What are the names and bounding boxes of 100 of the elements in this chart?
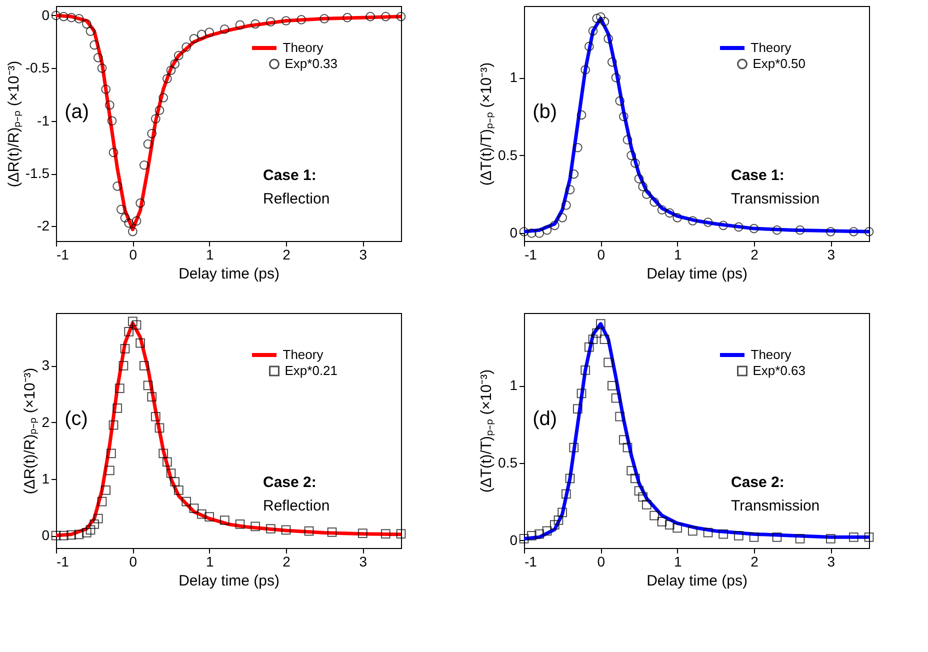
point [622, 442, 632, 452]
point [561, 489, 571, 499]
point [626, 466, 636, 476]
point [642, 190, 652, 199]
x-tick-label: 1 [674, 246, 682, 262]
point [304, 526, 314, 536]
point [630, 474, 640, 484]
point [519, 226, 529, 236]
point [124, 218, 134, 228]
point [97, 496, 107, 506]
point [93, 52, 103, 62]
point [366, 12, 376, 22]
y-tick-label: 1 [510, 377, 518, 394]
y-tick-label: 0 [510, 532, 518, 548]
point [174, 50, 184, 60]
point [580, 366, 590, 375]
point [664, 520, 674, 530]
point [250, 522, 260, 532]
annotation: Reflection [263, 498, 330, 515]
point [749, 532, 759, 542]
point [74, 530, 84, 540]
point [104, 466, 114, 476]
point [220, 24, 230, 34]
point [136, 198, 146, 208]
x-tick-label: 3 [359, 554, 368, 570]
point [86, 525, 96, 535]
point [622, 135, 632, 145]
point [703, 218, 713, 227]
x-tick-label: 0 [597, 246, 606, 262]
point [718, 529, 728, 539]
annotation: Case 2: [263, 474, 316, 492]
point [220, 516, 230, 525]
point [734, 222, 744, 232]
point [534, 228, 544, 238]
point [174, 486, 184, 495]
point [584, 42, 594, 52]
point [542, 225, 552, 235]
point [734, 530, 744, 540]
point [588, 334, 598, 344]
point [139, 160, 149, 170]
legend-label: Theory [282, 40, 324, 55]
x-tick-label: 1 [206, 554, 214, 570]
point [642, 500, 652, 510]
legend-label: Theory [750, 40, 792, 55]
point [182, 496, 192, 506]
point [615, 96, 625, 106]
point [826, 534, 836, 544]
x-tick-label: 2 [750, 554, 759, 570]
point [864, 226, 874, 236]
x-tick-label: 2 [750, 246, 759, 262]
point [565, 184, 575, 194]
point [611, 72, 621, 82]
point [772, 225, 782, 235]
annotation: (c) [64, 408, 88, 430]
point [526, 228, 536, 238]
annotation: Transmission [731, 190, 820, 208]
y-tick-label: -0.5 [25, 60, 50, 76]
point [90, 520, 100, 529]
x-tick-label: 3 [827, 246, 836, 262]
legend-label: Theory [282, 347, 324, 362]
point [526, 530, 536, 540]
point [296, 15, 306, 24]
point [147, 128, 157, 138]
point [112, 403, 122, 413]
annotation: Reflection [263, 190, 330, 208]
point [128, 226, 138, 236]
point [396, 529, 406, 539]
point [136, 338, 146, 348]
y-tick-label: 0 [42, 527, 50, 544]
point [607, 57, 617, 67]
point [118, 360, 128, 370]
point [108, 420, 118, 430]
y-tick-label: 1 [510, 69, 518, 86]
point [170, 477, 180, 486]
point [565, 474, 575, 484]
point [600, 16, 610, 26]
point [584, 342, 594, 352]
point [97, 64, 107, 73]
point [320, 14, 330, 24]
point [342, 12, 352, 22]
y-axis-title: (ΔR(t)/R)ₚ₋ₚ (×10⁻³) [5, 60, 22, 188]
y-tick-label: -1.5 [25, 165, 50, 182]
x-axis-title: Delay time (ps) [178, 572, 280, 590]
point [93, 514, 103, 524]
point [66, 12, 76, 22]
y-tick-label: -2 [37, 218, 50, 234]
x-axis-title: Delay time (ps) [646, 572, 748, 590]
point [534, 529, 544, 539]
point [569, 169, 579, 179]
annotation: Case 1: [731, 167, 784, 184]
point [703, 528, 713, 538]
point [204, 28, 214, 38]
point [139, 360, 149, 370]
point [170, 59, 180, 69]
point [626, 150, 636, 160]
y-axis-title: (ΔT(t)/T)ₚ₋ₚ (×10⁻³) [478, 369, 496, 493]
point [189, 34, 199, 44]
point [618, 112, 628, 122]
point [672, 523, 682, 533]
point [132, 320, 142, 330]
